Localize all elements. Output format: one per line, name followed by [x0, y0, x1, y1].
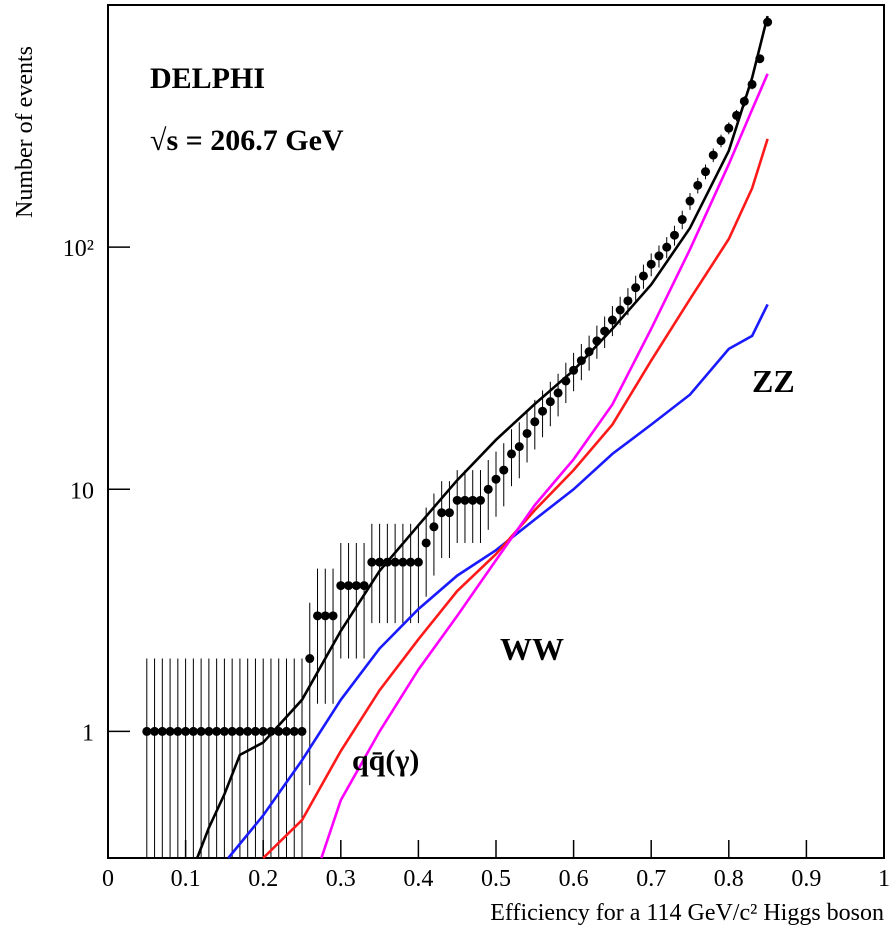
data-point [685, 196, 695, 206]
x-tick-label: 0.3 [326, 866, 356, 892]
data-point [150, 726, 160, 736]
data-point [367, 557, 377, 567]
data-point [646, 259, 656, 269]
data-point [188, 726, 198, 736]
data-point [638, 271, 648, 281]
data-point [250, 726, 260, 736]
data-point [196, 726, 206, 736]
data-point [227, 726, 237, 736]
data-point [320, 611, 330, 621]
data-point [491, 474, 501, 484]
data-point [142, 726, 152, 736]
data-point [344, 581, 354, 591]
data-point [514, 442, 524, 452]
x-tick-label: 0.5 [481, 866, 511, 892]
data-point [623, 296, 633, 306]
x-tick-label: 0.8 [714, 866, 744, 892]
x-tick-label: 0.4 [403, 866, 433, 892]
data-point [165, 726, 175, 736]
data-point [390, 557, 400, 567]
data-point [336, 581, 346, 591]
data-point [204, 726, 214, 736]
x-tick-label: 0.2 [248, 866, 278, 892]
data-point [708, 150, 718, 160]
series-line [195, 15, 769, 859]
annotation: WW [500, 631, 564, 667]
data-point [615, 305, 625, 315]
data-point [313, 611, 323, 621]
data-point [413, 557, 423, 567]
annotation: qq̄(γ) [352, 744, 419, 777]
y-axis-label: Number of events [12, 46, 38, 218]
data-point [475, 495, 485, 505]
data-point [258, 726, 268, 736]
series-line [320, 73, 769, 859]
x-tick-label: 0.9 [791, 866, 821, 892]
data-point [351, 581, 361, 591]
data-point [693, 180, 703, 190]
data-point [281, 726, 291, 736]
data-point [173, 726, 183, 736]
data-point [701, 167, 711, 177]
data-point [452, 495, 462, 505]
x-tick-label: 0.1 [171, 866, 201, 892]
data-point [297, 726, 307, 736]
data-point [677, 215, 687, 225]
data-point [375, 557, 385, 567]
data-point [607, 315, 617, 325]
data-point [266, 726, 276, 736]
x-tick-label: 1 [878, 866, 890, 892]
data-point [181, 726, 191, 736]
annotation: DELPHI [150, 62, 265, 95]
data-point [662, 242, 672, 252]
data-point [654, 251, 664, 261]
data-point [398, 557, 408, 567]
data-point [243, 726, 253, 736]
data-point [499, 465, 509, 475]
data-point [235, 726, 245, 736]
data-point [444, 508, 454, 518]
data-point [507, 449, 517, 459]
data-point [219, 726, 229, 736]
data-point [421, 538, 431, 548]
data-point [406, 557, 416, 567]
data-point [545, 397, 555, 407]
x-tick-label: 0 [102, 866, 114, 892]
annotation: √s = 206.7 GeV [150, 124, 344, 157]
data-point [437, 508, 447, 518]
data-point [305, 654, 315, 664]
data-point [460, 495, 470, 505]
data-point [538, 406, 548, 416]
data-point [429, 522, 439, 532]
data-point [328, 611, 338, 621]
y-tick-label: 10² [63, 236, 94, 262]
data-point [468, 495, 478, 505]
data-point [553, 388, 563, 398]
x-axis-label: Efficiency for a 114 GeV/c² Higgs boson [490, 900, 884, 926]
series-line [227, 303, 769, 859]
data-point [157, 726, 167, 736]
data-point [289, 726, 299, 736]
data-point [724, 123, 734, 133]
series-line [262, 138, 769, 859]
data-point [212, 726, 222, 736]
data-point [522, 428, 532, 438]
data-point [530, 417, 540, 427]
data-point [631, 283, 641, 293]
x-tick-label: 0.7 [636, 866, 666, 892]
data-point [716, 136, 726, 146]
annotation: ZZ [752, 363, 795, 399]
y-tick-label: 10 [70, 478, 94, 504]
data-point [483, 484, 493, 494]
data-point [669, 230, 679, 240]
y-tick-label: 1 [82, 720, 94, 746]
x-tick-label: 0.6 [559, 866, 589, 892]
data-point [359, 581, 369, 591]
